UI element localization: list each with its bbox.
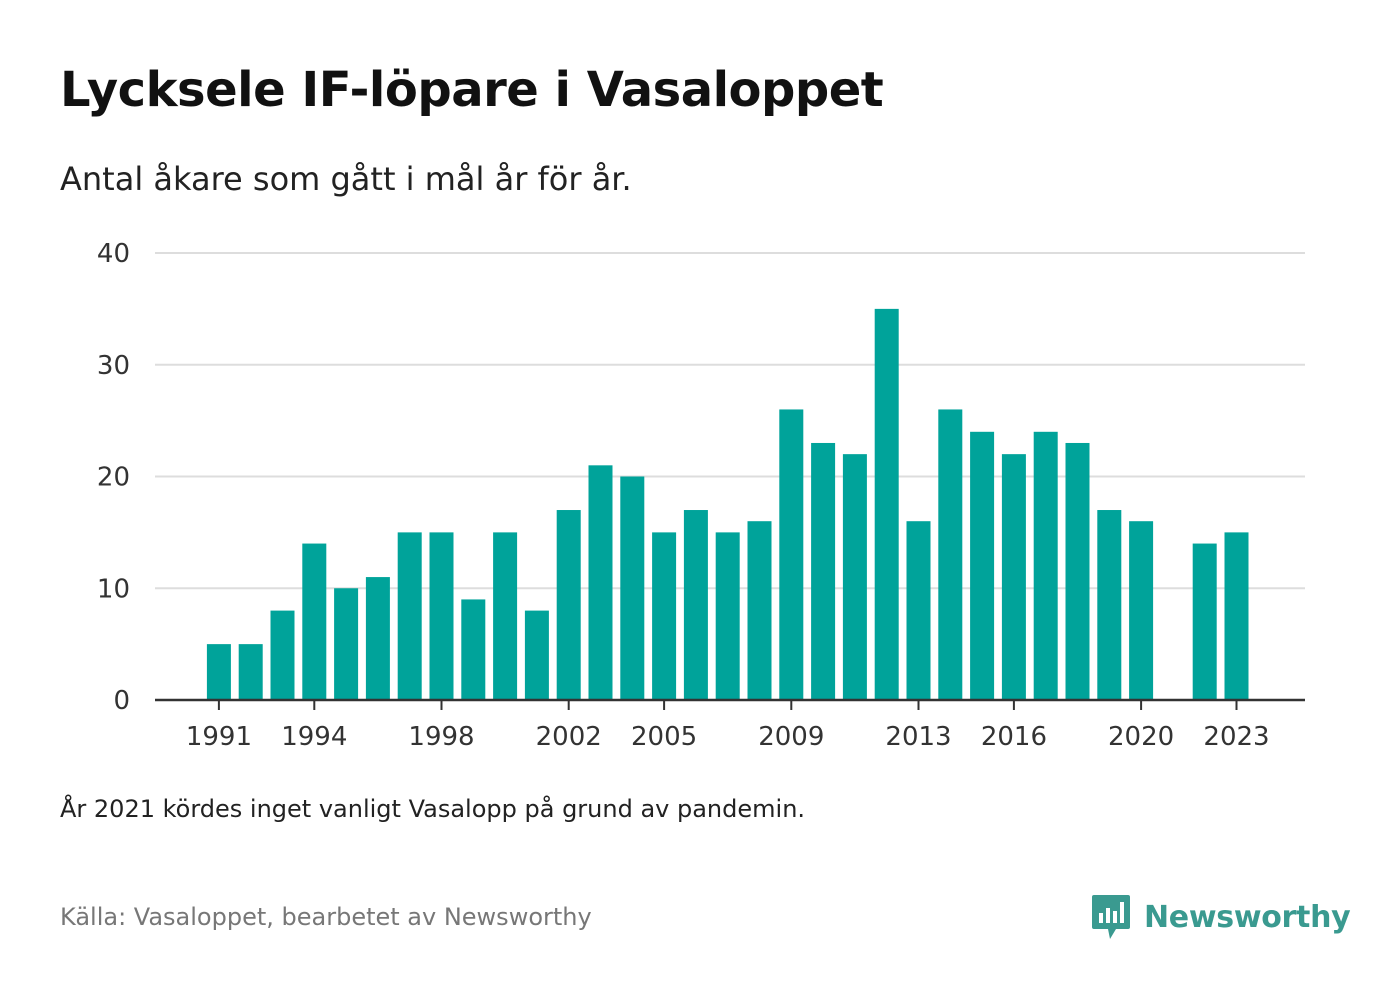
bar-2009[interactable] [779,409,804,700]
y-tick-label: 20 [97,463,130,493]
x-tick-label: 2009 [758,722,824,752]
bar-2014[interactable] [938,409,963,700]
x-tick-label: 2023 [1203,722,1269,752]
bar-2011[interactable] [842,454,867,700]
x-tick-label: 2020 [1108,722,1174,752]
bar-2008[interactable] [747,521,772,700]
bar-2020[interactable] [1129,521,1154,700]
bar-2018[interactable] [1065,442,1090,700]
bar-2023[interactable] [1224,532,1249,700]
bar-2019[interactable] [1097,510,1122,700]
y-tick-label: 30 [97,351,130,381]
bar-1996[interactable] [365,577,390,700]
newsworthy-brand[interactable]: Newsworthy [1090,890,1351,944]
bar-2000[interactable] [493,532,518,700]
bar-1992[interactable] [238,644,263,700]
bars [206,308,1249,701]
bar-1993[interactable] [270,610,295,700]
axes: 0 10 20 30 40 1991 1994 1998 2002 2005 2009 2013 201… [97,239,1305,752]
y-tick-label: 10 [97,574,130,604]
bar-2002[interactable] [556,510,581,700]
footnote: År 2021 kördes inget vanligt Vasalopp på… [60,795,806,823]
x-tick-label: 2002 [536,722,602,752]
brand-name: Newsworthy [1144,899,1351,935]
bar-2022[interactable] [1192,543,1217,700]
y-tick-label: 0 [113,686,130,716]
bar-2012[interactable] [874,308,899,700]
bar-1998[interactable] [429,532,454,700]
bar-2004[interactable] [620,476,645,701]
bar-2005[interactable] [652,532,677,700]
bar-chart: 0 10 20 30 40 1991 1994 1998 2002 2005 2009 2013 201… [97,239,1305,752]
x-tick-label: 1991 [186,722,252,752]
bar-1995[interactable] [334,588,359,700]
x-tick-label: 1998 [408,722,474,752]
bar-1994[interactable] [302,543,327,700]
bar-2016[interactable] [1001,454,1026,700]
bar-2003[interactable] [588,465,613,700]
bar-1999[interactable] [461,599,486,700]
bar-1997[interactable] [397,532,422,700]
x-tick-label: 2013 [885,722,951,752]
chart-subtitle: Antal åkare som gått i mål år för år. [60,160,632,198]
bar-2010[interactable] [811,442,836,700]
bar-2007[interactable] [715,532,740,700]
bar-2001[interactable] [524,610,549,700]
x-tick-label: 2016 [981,722,1047,752]
bar-2017[interactable] [1033,431,1058,700]
bar-2015[interactable] [970,431,995,700]
x-tick-label: 1994 [281,722,347,752]
newsworthy-logo-icon [1092,895,1130,939]
chart-title: Lycksele IF-löpare i Vasaloppet [60,62,884,118]
bar-2013[interactable] [906,521,931,700]
source-text: Källa: Vasaloppet, bearbetet av Newswort… [60,903,592,931]
x-tick-label: 2005 [631,722,697,752]
y-tick-label: 40 [97,239,130,269]
bar-1991[interactable] [206,644,231,700]
bar-2006[interactable] [683,510,708,700]
